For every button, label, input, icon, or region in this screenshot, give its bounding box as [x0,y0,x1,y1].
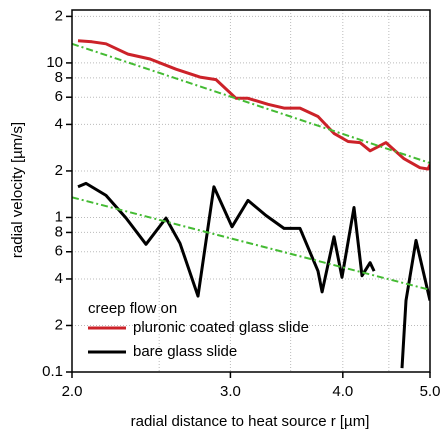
fit-line [72,196,430,291]
data-line [77,181,430,369]
y-tick-label: 8 [55,223,63,240]
legend-label: pluronic coated glass slide [133,319,309,336]
legend-title: creep flow on [88,300,177,317]
y-tick-label: 4 [55,115,63,132]
x-tick-label: 5.0 [420,383,440,400]
x-tick-label: 3.0 [220,383,241,400]
fit-line [72,42,430,164]
x-axis-title: radial distance to heat source r [µm] [131,413,370,430]
y-tick-label: 2 [55,316,63,333]
x-tick-label: 2.0 [62,383,83,400]
plot-frame [71,9,431,373]
y-tick-label: 6 [55,243,63,260]
y-tick-label: 2 [55,7,63,24]
y-tick-label: 4 [55,270,63,287]
legend-label: bare glass slide [133,343,237,360]
y-tick-label: 10 [46,54,63,71]
y-tick-label: 0.1 [42,363,63,380]
y-tick-label: 1 [55,208,63,225]
data-line [77,39,430,171]
y-tick-label: 8 [55,69,63,86]
y-axis-title: radial velocity [µm/s] [9,122,26,258]
x-tick-label: 4.0 [332,383,353,400]
y-tick-label: 2 [55,162,63,179]
y-tick-label: 6 [55,88,63,105]
